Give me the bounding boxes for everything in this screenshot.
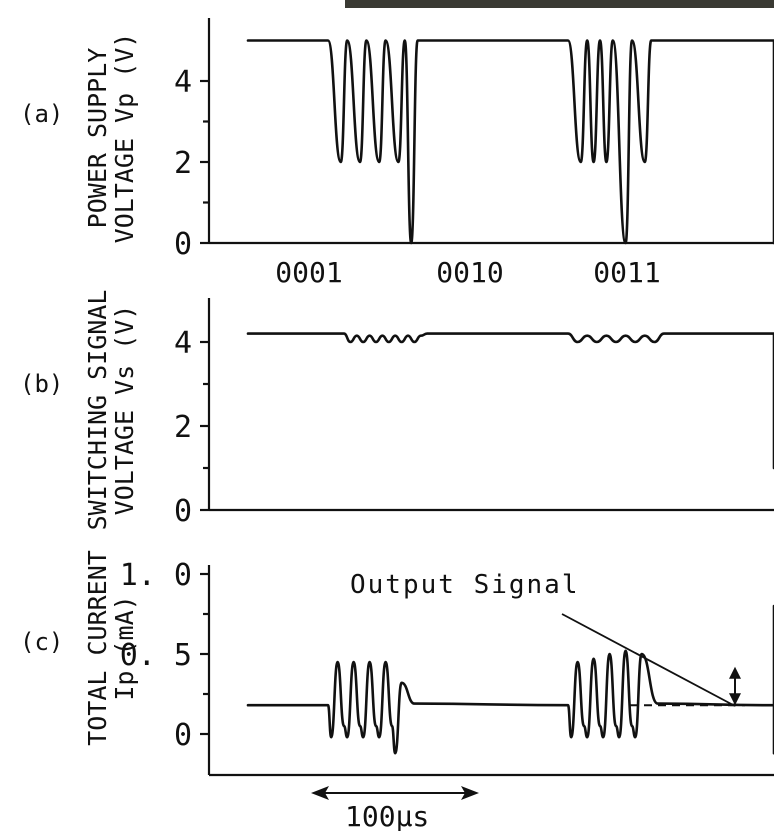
- code-label: 0001: [275, 256, 342, 289]
- series-trace-a: [246, 39, 774, 245]
- series-trace-b: [246, 332, 774, 470]
- scan-dark-corner: [345, 0, 774, 8]
- series-trace-c: [246, 604, 774, 755]
- ytick-label: 4: [174, 326, 192, 361]
- yticks-a: 0 2 4: [174, 65, 209, 262]
- code-label: 0010: [436, 256, 503, 289]
- panel-label-b: (b): [20, 370, 63, 398]
- panel-label-c: (c): [20, 628, 63, 656]
- yticks-b: 0 2 4: [174, 326, 209, 529]
- annotation-output-signal: Output Signal: [350, 570, 580, 600]
- panel-b: (b) SWITCHING SIGNAL VOLTAGE Vs (V) 0 2 4: [20, 290, 774, 531]
- ylabel-c-line1: TOTAL CURRENT: [83, 550, 112, 746]
- panel-a: (a) POWER SUPPLY VOLTAGE Vp (V) 0 2 4 0001…: [20, 18, 774, 289]
- ytick-label: 0: [174, 494, 192, 529]
- code-labels: 0001 0010 0011: [275, 256, 660, 289]
- scale-bar-arrow-left: [311, 786, 329, 800]
- output-arrow-head-top: [729, 666, 741, 679]
- ylabel-b-line1: SWITCHING SIGNAL: [83, 290, 112, 531]
- output-arrow-head-bottom: [729, 693, 741, 706]
- ylabel-a-line2: VOLTAGE Vp (V): [110, 33, 139, 244]
- ytick-label: 4: [174, 65, 192, 100]
- ylabel-a-line1: POWER SUPPLY: [83, 48, 112, 229]
- yticks-c: 0 0. 5 1. 0: [120, 558, 209, 753]
- ytick-label: 0. 5: [120, 638, 192, 673]
- scale-bar-label: 100μs: [345, 800, 429, 831]
- ytick-label: 2: [174, 146, 192, 181]
- ylabel-c-line2: Ip (mA): [110, 595, 139, 700]
- ytick-label: 0: [174, 227, 192, 262]
- ytick-label: 0: [174, 718, 192, 753]
- panel-c: (c) TOTAL CURRENT Ip (mA) 0 0. 5 1. 0 Outp…: [20, 550, 774, 831]
- ylabel-b-line2: VOLTAGE Vs (V): [110, 305, 139, 516]
- scale-bar-arrow-right: [461, 786, 479, 800]
- ytick-label: 1. 0: [120, 558, 192, 593]
- panel-label-a: (a): [20, 100, 63, 128]
- code-label: 0011: [593, 256, 660, 289]
- ytick-label: 2: [174, 410, 192, 445]
- annotation-leader-line: [561, 613, 736, 707]
